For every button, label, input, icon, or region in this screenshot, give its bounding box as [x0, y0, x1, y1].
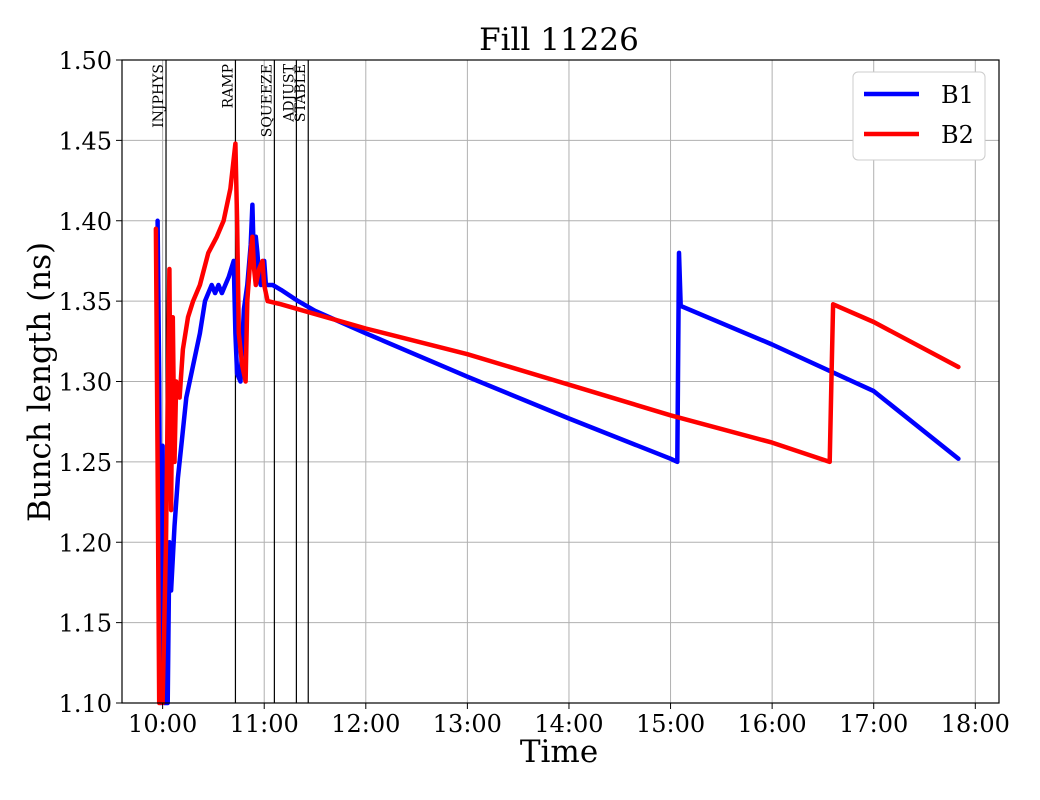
phase-label: SQUEEZE	[259, 64, 275, 137]
x-tick-label: 18:00	[941, 710, 1010, 738]
legend-label-b2: B2	[941, 121, 974, 149]
y-axis-label: Bunch length (ns)	[22, 242, 58, 522]
x-tick-label: 13:00	[433, 710, 502, 738]
y-tick-label: 1.40	[59, 208, 112, 236]
x-tick-label: 15:00	[636, 710, 705, 738]
x-tick-label: 10:00	[128, 710, 197, 738]
y-tick-label: 1.45	[59, 127, 112, 155]
x-tick-label: 17:00	[839, 710, 908, 738]
y-tick-label: 1.35	[59, 288, 112, 316]
series-line-b1	[155, 202, 961, 706]
series-group	[153, 141, 961, 706]
phase-label: ADJUST	[281, 63, 297, 122]
phase-label: STABLE	[293, 64, 309, 122]
chart-title: Fill 11226	[479, 22, 639, 58]
legend-label-b1: B1	[941, 81, 974, 109]
y-axis-ticks: 1.10 1.15 1.20 1.25 1.30 1.35 1.40 1.45 1.50	[59, 47, 122, 718]
x-tick-label: 11:00	[230, 710, 299, 738]
y-tick-label: 1.15	[59, 610, 112, 638]
y-tick-label: 1.30	[59, 369, 112, 397]
x-tick-label: 16:00	[738, 710, 807, 738]
x-tick-label: 12:00	[331, 710, 400, 738]
y-tick-label: 1.50	[59, 47, 112, 75]
x-axis-ticks: 10:00 11:00 12:00 13:00 14:00 15:00 16:00 17:00…	[128, 703, 1010, 738]
x-tick-label: 14:00	[534, 710, 603, 738]
x-axis-label: Time	[520, 734, 598, 770]
phase-label: RAMP	[220, 64, 236, 108]
y-tick-label: 1.10	[59, 690, 112, 718]
y-tick-label: 1.25	[59, 449, 112, 477]
legend: B1 B2	[852, 71, 986, 161]
series-line-b2	[153, 141, 961, 706]
phase-label: INJPHYS	[151, 64, 167, 128]
y-tick-label: 1.20	[59, 529, 112, 557]
